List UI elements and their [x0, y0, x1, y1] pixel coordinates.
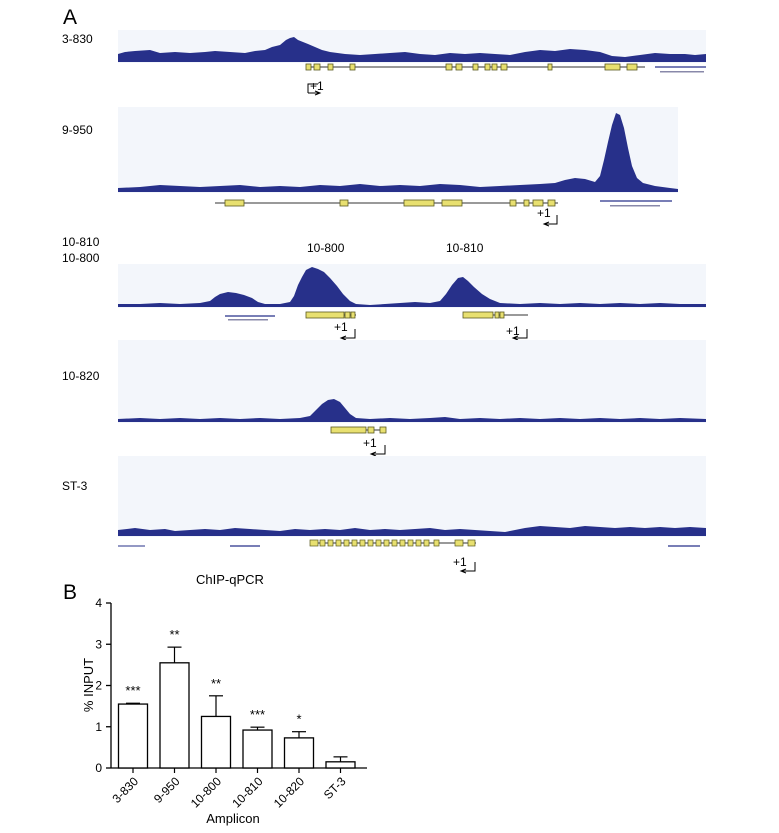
bar — [283, 737, 315, 769]
bar-chart: 0 1 2 3 4 *** 3-830 ** 9-950 ** 10-800 *** 10-810 * 10… — [95, 596, 367, 811]
gene-model-st-3 — [309, 539, 476, 547]
significance-label: *** — [250, 707, 265, 722]
y-tick-label: 1 — [95, 720, 102, 734]
y-tick-label: 0 — [95, 761, 102, 775]
significance-label: * — [296, 712, 301, 727]
track-label-10-820: 10-820 — [62, 369, 100, 383]
gene-model-10-820 — [330, 426, 387, 434]
track-background — [118, 264, 706, 308]
tss-arrow-10-820 — [369, 445, 386, 457]
tss-arrow-9-950 — [542, 215, 558, 227]
gene-model-3-830 — [305, 63, 638, 71]
panel-b-letter: B — [63, 581, 77, 604]
panel-a-letter: A — [63, 6, 77, 29]
x-tick-label: 10-820 — [271, 774, 308, 811]
tss-label: +1 — [453, 555, 467, 569]
bar — [200, 715, 232, 769]
tss-label: +1 — [537, 206, 551, 220]
track-label-st-3: ST-3 — [62, 479, 88, 493]
signal-track-3-830 — [118, 37, 706, 62]
x-tick-label: 10-800 — [188, 774, 225, 811]
y-tick-label: 3 — [95, 637, 102, 651]
track-background — [118, 340, 706, 423]
track-background — [118, 107, 678, 193]
y-tick-label: 4 — [95, 596, 102, 610]
bar — [159, 662, 190, 769]
signal-track-9-950 — [118, 113, 678, 192]
tss-arrow-10-810 — [511, 329, 528, 341]
x-tick-label: 3-830 — [110, 774, 142, 806]
tss-arrow-3-830 — [307, 83, 322, 96]
tss-label: +1 — [310, 79, 324, 93]
gene-model-10-810 — [462, 311, 505, 319]
track-background — [118, 456, 706, 537]
track-label-9-950: 9-950 — [62, 123, 93, 137]
significance-label: *** — [125, 683, 140, 698]
significance-label: ** — [169, 627, 179, 642]
bar — [117, 703, 149, 769]
track-label-10-800: 10-800 — [62, 251, 100, 265]
tss-label: +1 — [363, 436, 377, 450]
track-label-3-830: 3-830 — [62, 32, 93, 46]
chart-title: ChIP-qPCR — [196, 572, 264, 587]
browser-tracks: +1 +1 +1 — [118, 30, 706, 574]
x-tick-label: ST-3 — [321, 774, 349, 802]
peak-label-10-810: 10-810 — [446, 241, 484, 255]
y-axis-title: % INPUT — [81, 658, 96, 712]
x-tick-label: 9-950 — [151, 774, 183, 806]
signal-track-10-820 — [118, 399, 706, 422]
gene-model-9-950 — [224, 199, 556, 207]
gene-model-10-800 — [305, 311, 356, 319]
signal-track-st-3 — [118, 526, 706, 536]
x-tick-label: 10-810 — [229, 774, 266, 811]
track-label-10-810: 10-810 — [62, 235, 100, 249]
tss-label: +1 — [334, 320, 348, 334]
x-axis-title: Amplicon — [206, 811, 259, 826]
significance-label: ** — [211, 676, 221, 691]
tss-label: +1 — [506, 324, 520, 338]
bar — [242, 729, 273, 769]
tss-arrow-10-800 — [339, 329, 356, 341]
y-tick-label: 2 — [95, 679, 102, 693]
tss-arrow-st-3 — [459, 562, 476, 574]
peak-label-10-800: 10-800 — [307, 241, 345, 255]
bar — [325, 761, 356, 769]
